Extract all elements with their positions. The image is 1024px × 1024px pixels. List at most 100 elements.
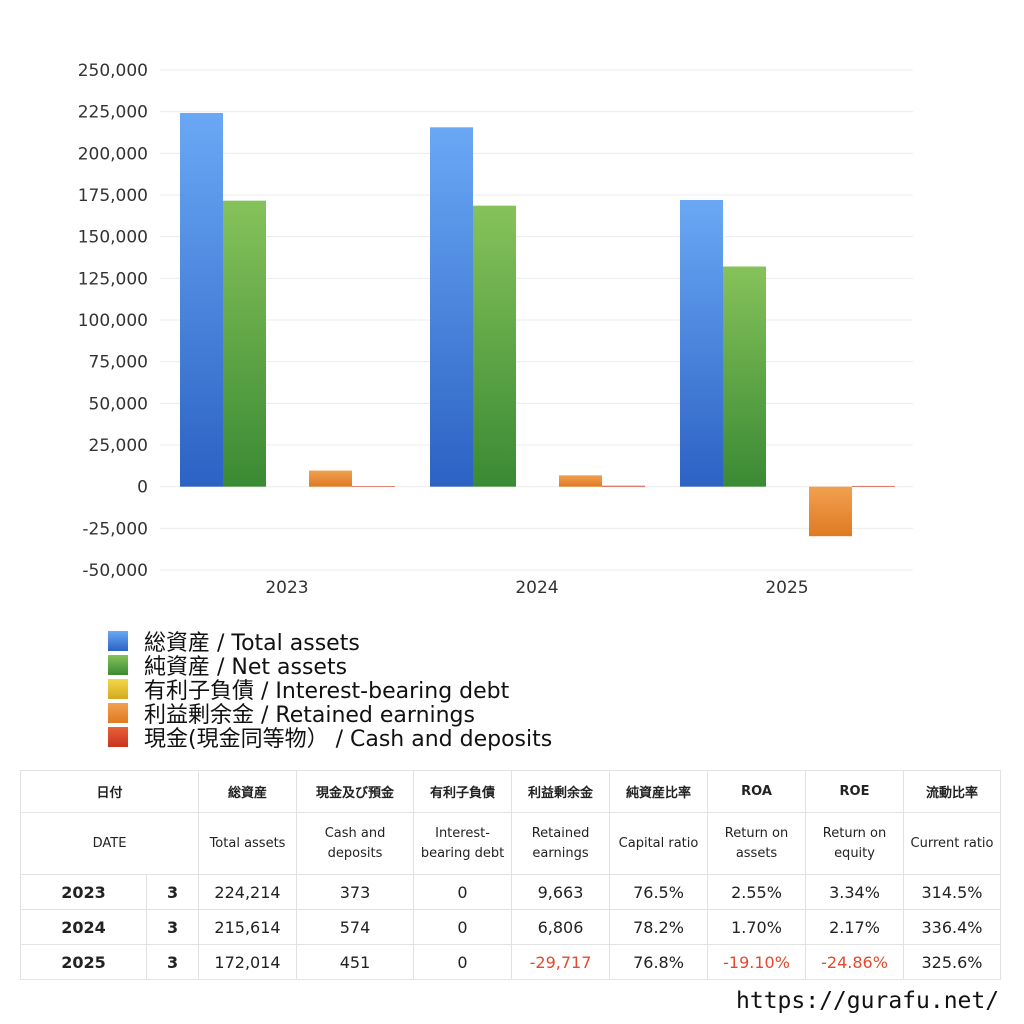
y-tick-label: 75,000 bbox=[89, 353, 148, 373]
cell-cash: 373 bbox=[296, 874, 415, 910]
cell-capital-ratio: 76.5% bbox=[609, 874, 709, 910]
header-cash-en: Cash and deposits bbox=[296, 812, 415, 875]
header-retained-jp: 利益剰余金 bbox=[511, 770, 611, 813]
cell-roe: 2.17% bbox=[805, 909, 905, 945]
legend-swatch-interest-bearing-debt bbox=[108, 679, 128, 699]
header-current-ratio-en: Current ratio bbox=[903, 812, 1002, 875]
header-total-assets-jp: 総資産 bbox=[198, 770, 298, 813]
header-roa-jp: ROA bbox=[707, 770, 807, 813]
y-tick-label: 200,000 bbox=[78, 144, 148, 164]
financial-table: 日付 総資産 現金及び預金 有利子負債 利益剰余金 純資産比率 ROA ROE … bbox=[19, 770, 1002, 980]
legend-label: 現金(現金同等物） / Cash and deposits bbox=[144, 727, 553, 752]
bar-2024-series-3 bbox=[559, 475, 602, 487]
bar-2025-series-1 bbox=[723, 266, 766, 487]
legend-label: 利益剰余金 / Retained earnings bbox=[144, 703, 475, 728]
cell-retained: 6,806 bbox=[511, 909, 611, 945]
table-row: 2023 3 224,214 373 0 9,663 76.5% 2.55% 3… bbox=[20, 874, 1002, 910]
y-tick-label: 225,000 bbox=[78, 103, 148, 123]
cell-total-assets: 172,014 bbox=[198, 944, 298, 980]
y-tick-label: 0 bbox=[137, 478, 148, 498]
cell-debt: 0 bbox=[413, 944, 513, 980]
header-debt-en: Interest-bearing debt bbox=[413, 812, 513, 875]
cell-retained: 9,663 bbox=[511, 874, 611, 910]
header-capital-ratio-en: Capital ratio bbox=[609, 812, 709, 875]
header-date-en: DATE bbox=[19, 812, 200, 875]
cell-retained: -29,717 bbox=[511, 944, 611, 980]
y-tick-label: -25,000 bbox=[82, 519, 148, 539]
y-tick-label: 150,000 bbox=[78, 228, 148, 248]
cell-roe: 3.34% bbox=[805, 874, 905, 910]
header-debt-jp: 有利子負債 bbox=[413, 770, 513, 813]
table-row: 2025 3 172,014 451 0 -29,717 76.8% -19.1… bbox=[20, 944, 1002, 980]
x-axis-categories: 2023 2024 2025 bbox=[265, 578, 808, 598]
header-current-ratio-jp: 流動比率 bbox=[903, 770, 1002, 813]
cell-current-ratio: 314.5% bbox=[903, 874, 1002, 910]
legend-swatch-total-assets bbox=[108, 631, 128, 651]
cell-current-ratio: 325.6% bbox=[903, 944, 1002, 980]
legend-item-net-assets: 純資産 / Net assets bbox=[108, 653, 552, 680]
bar-2024-series-1 bbox=[473, 205, 516, 487]
legend-swatch-retained-earnings bbox=[108, 703, 128, 723]
y-tick-label: 100,000 bbox=[78, 311, 148, 331]
cell-current-ratio: 336.4% bbox=[903, 909, 1002, 945]
legend: 総資産 / Total assets 純資産 / Net assets 有利子負… bbox=[108, 629, 552, 752]
legend-swatch-net-assets bbox=[108, 655, 128, 675]
bar-2025-series-0 bbox=[680, 199, 723, 487]
header-total-assets-en: Total assets bbox=[198, 812, 298, 875]
cell-cash: 574 bbox=[296, 909, 415, 945]
table-row: 2024 3 215,614 574 0 6,806 78.2% 1.70% 2… bbox=[20, 909, 1002, 945]
y-tick-label: -50,000 bbox=[82, 561, 148, 581]
table-header-en: DATE Total assets Cash and deposits Inte… bbox=[19, 812, 1002, 875]
cell-debt: 0 bbox=[413, 874, 513, 910]
bar-2023-series-4 bbox=[352, 486, 395, 487]
footer-url[interactable]: https://gurafu.net/ bbox=[736, 988, 1000, 1014]
header-roe-jp: ROE bbox=[805, 770, 905, 813]
cell-capital-ratio: 76.8% bbox=[609, 944, 709, 980]
bar-2023-series-3 bbox=[309, 470, 352, 487]
cell-total-assets: 215,614 bbox=[198, 909, 298, 945]
header-capital-ratio-jp: 純資産比率 bbox=[609, 770, 709, 813]
gridlines bbox=[160, 69, 913, 571]
legend-item-total-assets: 総資産 / Total assets bbox=[108, 629, 552, 656]
legend-item-interest-bearing-debt: 有利子負債 / Interest-bearing debt bbox=[108, 677, 552, 704]
legend-item-cash-and-deposits: 現金(現金同等物） / Cash and deposits bbox=[108, 725, 552, 752]
bar-2025-series-4 bbox=[852, 485, 895, 487]
cell-roa: -19.10% bbox=[707, 944, 807, 980]
cell-capital-ratio: 78.2% bbox=[609, 909, 709, 945]
legend-swatch-cash-and-deposits bbox=[108, 727, 128, 747]
cell-roa: 1.70% bbox=[707, 909, 807, 945]
bar-2024-series-4 bbox=[602, 485, 645, 487]
cell-year: 2024 bbox=[20, 909, 147, 945]
cell-debt: 0 bbox=[413, 909, 513, 945]
cell-month: 3 bbox=[145, 874, 200, 910]
cell-cash: 451 bbox=[296, 944, 415, 980]
bars bbox=[180, 112, 895, 537]
legend-label: 総資産 / Total assets bbox=[144, 631, 360, 656]
cell-year: 2023 bbox=[20, 874, 147, 910]
x-category-label: 2025 bbox=[765, 578, 808, 598]
cell-year: 2025 bbox=[20, 944, 147, 980]
header-cash-jp: 現金及び預金 bbox=[296, 770, 415, 813]
bar-2025-series-3 bbox=[809, 486, 852, 537]
y-tick-label: 50,000 bbox=[89, 394, 148, 414]
x-category-label: 2023 bbox=[265, 578, 308, 598]
header-date-jp: 日付 bbox=[19, 770, 200, 813]
bar-2023-series-1 bbox=[223, 200, 266, 487]
y-tick-label: 25,000 bbox=[89, 436, 148, 456]
x-category-label: 2024 bbox=[515, 578, 558, 598]
header-roe-en: Return on equity bbox=[805, 812, 905, 875]
cell-roa: 2.55% bbox=[707, 874, 807, 910]
y-axis-ticks: 250,000 225,000 200,000 175,000 150,000 125,0… bbox=[78, 61, 148, 581]
table-header-jp: 日付 総資産 現金及び預金 有利子負債 利益剰余金 純資産比率 ROA ROE … bbox=[19, 770, 1002, 813]
cell-roe: -24.86% bbox=[805, 944, 905, 980]
y-tick-label: 125,000 bbox=[78, 269, 148, 289]
legend-label: 純資産 / Net assets bbox=[144, 655, 348, 680]
legend-item-retained-earnings: 利益剰余金 / Retained earnings bbox=[108, 701, 552, 728]
header-retained-en: Retained earnings bbox=[511, 812, 611, 875]
bar-2024-series-0 bbox=[430, 127, 473, 487]
legend-label: 有利子負債 / Interest-bearing debt bbox=[144, 679, 510, 704]
y-tick-label: 250,000 bbox=[78, 61, 148, 81]
cell-month: 3 bbox=[145, 944, 200, 980]
y-tick-label: 175,000 bbox=[78, 186, 148, 206]
cell-total-assets: 224,214 bbox=[198, 874, 298, 910]
